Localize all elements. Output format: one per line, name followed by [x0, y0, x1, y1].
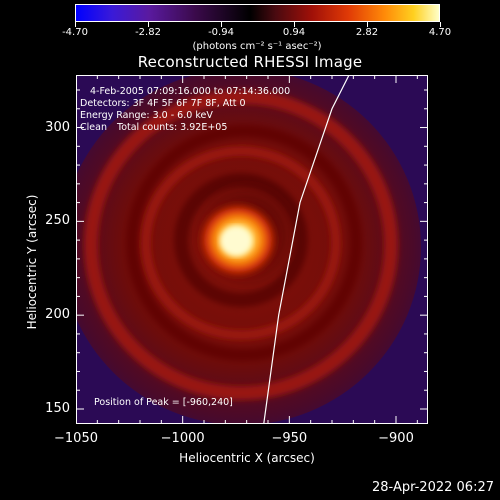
x-tick-label: −900: [378, 431, 414, 446]
colorbar-tick-label: -0.94: [208, 27, 234, 38]
ring-inner: [141, 146, 341, 340]
colorbar-units: (photons cm⁻² s⁻¹ asec⁻²): [192, 41, 322, 52]
energy-range-text: Energy Range: 3.0 - 6.0 keV: [80, 110, 213, 121]
solar-limb-curve: [263, 75, 350, 424]
x-tick-label: −1050: [54, 431, 98, 446]
ring-core: [174, 173, 308, 307]
colorbar-tick-mark: [147, 22, 149, 27]
total-counts-text: Total counts: 3.92E+05: [117, 122, 228, 133]
plot-frame: [76, 75, 428, 424]
time-range-text: 4-Feb-2005 07:09:16.000 to 07:14:36.000: [90, 86, 291, 97]
x-axis-label: Heliocentric X (arcsec): [179, 451, 315, 465]
colorbar-tick-mark: [439, 22, 441, 27]
y-tick-label: 250: [45, 213, 70, 229]
colorbar: [75, 4, 440, 22]
x-tick-marks: [76, 75, 418, 424]
detectors-text: Detectors: 3F 4F 5F 6F 7F 8F, Att 0: [80, 98, 246, 109]
colorbar-tick-mark: [220, 22, 222, 27]
y-tick-label: 300: [45, 119, 70, 135]
y-tick-label: 200: [45, 307, 70, 323]
colorbar-tick-label: 4.70: [428, 27, 452, 38]
peak-core: [220, 226, 252, 256]
colorbar-tick-mark: [293, 22, 295, 27]
clean-text: Clean: [80, 122, 107, 133]
y-tick-label: 150: [45, 400, 70, 416]
y-tick-marks: [76, 89, 428, 410]
heatmap-plot: [76, 75, 428, 424]
timestamp: 28-Apr-2022 06:27: [372, 480, 494, 495]
x-tick-label: −950: [271, 431, 308, 446]
peak-position-text: Position of Peak = [-960,240]: [94, 397, 233, 408]
ring-outer: [84, 90, 398, 400]
heatmap-rings: [84, 90, 398, 400]
chart-title: Reconstructed RHESSI Image: [137, 53, 363, 71]
x-tick-label: −1000: [160, 431, 205, 446]
colorbar-tick-mark: [74, 22, 76, 27]
colorbar-tick-label: -4.70: [62, 27, 88, 38]
colorbar-tick-mark: [366, 22, 368, 27]
ring-middle: [126, 125, 362, 361]
colorbar-tick-label: 0.94: [282, 27, 306, 38]
colorbar-tick-label: -2.82: [135, 27, 161, 38]
colorbar-tick-label: 2.82: [355, 27, 379, 38]
y-axis-label: Heliocentric Y (arcsec): [25, 194, 39, 330]
